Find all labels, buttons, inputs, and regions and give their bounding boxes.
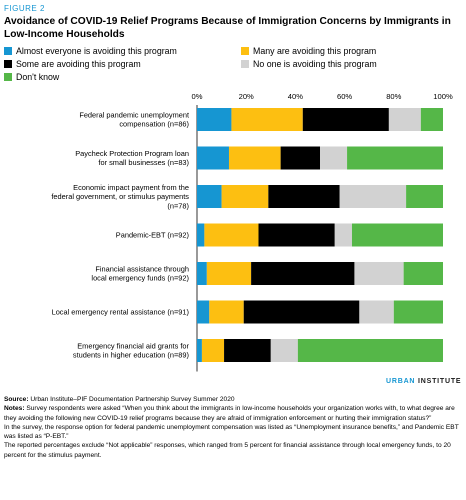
bar-segment-almost-everyone-is-avoiding-this-program <box>197 300 210 324</box>
bar-segment-don-t-know <box>297 339 443 362</box>
logo-word-urban: URBAN <box>386 378 416 385</box>
bar-segment-almost-everyone-is-avoiding-this-program <box>197 185 222 208</box>
bar-segment-don-t-know <box>351 223 443 247</box>
x-tick-label: 0% <box>192 92 203 101</box>
urban-institute-logo: URBAN INSTITUTE <box>386 378 461 385</box>
notes-line: Notes: Survey respondents were asked “Wh… <box>4 404 462 423</box>
source-label: Source: <box>4 396 29 403</box>
bar-segment-many-are-avoiding-this-program <box>231 108 303 131</box>
category-label: Local emergency rental assistance (n=91) <box>52 308 189 317</box>
bar-segment-many-are-avoiding-this-program <box>209 300 244 324</box>
category-label: Financial assistance through local emerge… <box>91 265 189 283</box>
legend-swatch-almost-everyone <box>4 47 12 55</box>
category-label: Economic impact payment from the federal … <box>51 183 189 210</box>
chart-title: Avoidance of COVID-19 Relief Programs Be… <box>4 16 451 40</box>
legend-label-almost-everyone: Almost everyone is avoiding this program <box>16 46 177 56</box>
x-tick-label: 100% <box>433 92 453 101</box>
notes-line-2: In the survey, the response option for f… <box>4 423 459 441</box>
legend-swatch-no-one <box>241 60 249 68</box>
legend-item-some: Some are avoiding this program <box>4 59 141 69</box>
bar-segment-don-t-know <box>406 185 443 208</box>
figure-label: FIGURE 2 <box>4 4 45 13</box>
legend-swatch-dont-know <box>4 73 12 81</box>
bar-segment-some-are-avoiding-this-program <box>251 262 355 285</box>
stacked-bar-chart: 0% 20% 40% 60% 80% 100% Federal pandemic unemp… <box>51 92 453 372</box>
source-line: Source: Urban Institute–PIF Documentatio… <box>4 395 462 404</box>
legend-swatch-many <box>241 47 249 55</box>
category-label: Paycheck Protection Program loan for smal… <box>75 149 189 167</box>
bar-segment-some-are-avoiding-this-program <box>258 223 335 247</box>
bar-segment-don-t-know <box>393 300 443 324</box>
legend-label-some: Some are avoiding this program <box>16 59 141 69</box>
bar-segment-many-are-avoiding-this-program <box>201 339 225 362</box>
bar-segment-don-t-know <box>403 262 443 285</box>
category-label: Federal pandemic unemployment compensatio… <box>79 111 189 129</box>
bar-segment-no-one-is-avoiding-this-program <box>354 262 404 285</box>
legend-swatch-some <box>4 60 12 68</box>
notes-block: Source: Urban Institute–PIF Documentatio… <box>4 395 462 460</box>
notes-label: Notes: <box>4 405 25 413</box>
bar-segment-many-are-avoiding-this-program <box>206 262 252 285</box>
bar-segment-no-one-is-avoiding-this-program <box>334 223 352 247</box>
legend-label-many: Many are avoiding this program <box>253 46 377 56</box>
x-tick-label: 20% <box>239 92 254 101</box>
bar-segment-no-one-is-avoiding-this-program <box>359 300 394 324</box>
bar-segment-some-are-avoiding-this-program <box>268 185 340 208</box>
bar-segment-many-are-avoiding-this-program <box>228 146 281 170</box>
source-text: Urban Institute–PIF Documentation Partne… <box>28 396 235 403</box>
x-tick-label: 80% <box>386 92 401 101</box>
bar-segment-don-t-know <box>347 146 443 170</box>
bar-segment-don-t-know <box>420 108 443 131</box>
x-tick-label: 40% <box>288 92 303 101</box>
bar-segment-almost-everyone-is-avoiding-this-program <box>197 108 232 131</box>
bar-segment-some-are-avoiding-this-program <box>302 108 389 131</box>
category-label: Pandemic-EBT (n=92) <box>116 231 189 240</box>
bar-segment-almost-everyone-is-avoiding-this-program <box>197 223 205 247</box>
bar-segment-no-one-is-avoiding-this-program <box>339 185 407 208</box>
legend-label-dont-know: Don't know <box>16 72 60 82</box>
legend-label-no-one: No one is avoiding this program <box>253 59 377 69</box>
logo-word-institute: INSTITUTE <box>415 378 462 385</box>
bar-segment-no-one-is-avoiding-this-program <box>270 339 298 362</box>
notes-line-3: The reported percentages exclude “Not ap… <box>4 442 451 459</box>
bar-segment-some-are-avoiding-this-program <box>280 146 320 170</box>
bar-segment-no-one-is-avoiding-this-program <box>320 146 348 170</box>
bar-segment-almost-everyone-is-avoiding-this-program <box>197 339 202 362</box>
legend-item-almost-everyone: Almost everyone is avoiding this program <box>4 46 177 56</box>
legend-item-no-one: No one is avoiding this program <box>241 59 377 69</box>
x-tick-label: 60% <box>337 92 352 101</box>
bar-segment-no-one-is-avoiding-this-program <box>388 108 421 131</box>
bar-segment-almost-everyone-is-avoiding-this-program <box>197 262 207 285</box>
bar-segment-some-are-avoiding-this-program <box>243 300 360 324</box>
bar-segment-many-are-avoiding-this-program <box>204 223 259 247</box>
bar-segment-many-are-avoiding-this-program <box>221 185 269 208</box>
category-label: Emergency financial aid grants for studen… <box>73 342 190 360</box>
notes-text: Survey respondents were asked “When you … <box>4 405 455 422</box>
legend-item-many: Many are avoiding this program <box>241 46 376 56</box>
bar-segment-almost-everyone-is-avoiding-this-program <box>197 146 229 170</box>
bar-segment-some-are-avoiding-this-program <box>224 339 271 362</box>
legend-item-dont-know: Don't know <box>4 72 59 82</box>
